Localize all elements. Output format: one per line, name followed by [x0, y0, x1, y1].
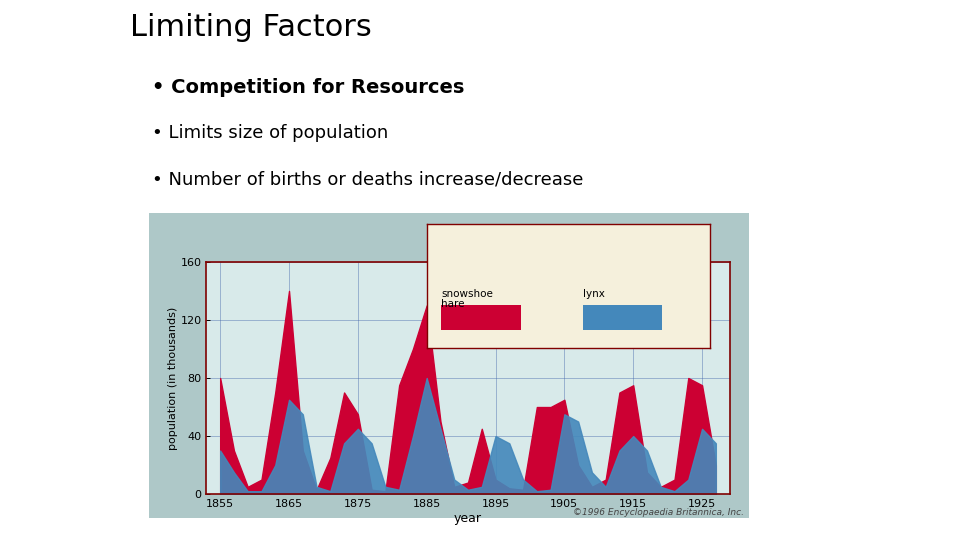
Bar — [583, 305, 662, 329]
Text: ©1996 Encyclopaedia Britannica, Inc.: ©1996 Encyclopaedia Britannica, Inc. — [573, 508, 744, 517]
Text: • Limits size of population: • Limits size of population — [152, 124, 388, 142]
Text: • Competition for Resources: • Competition for Resources — [152, 78, 464, 97]
Bar — [442, 305, 520, 329]
Text: hare: hare — [442, 299, 465, 308]
Text: • Number of births or deaths increase/decrease: • Number of births or deaths increase/de… — [152, 170, 583, 188]
Text: Limiting Factors: Limiting Factors — [130, 14, 372, 43]
X-axis label: year: year — [454, 512, 482, 525]
Text: lynx: lynx — [583, 288, 605, 299]
Y-axis label: population (in thousands): population (in thousands) — [168, 306, 178, 450]
Text: snowshoe: snowshoe — [442, 288, 493, 299]
